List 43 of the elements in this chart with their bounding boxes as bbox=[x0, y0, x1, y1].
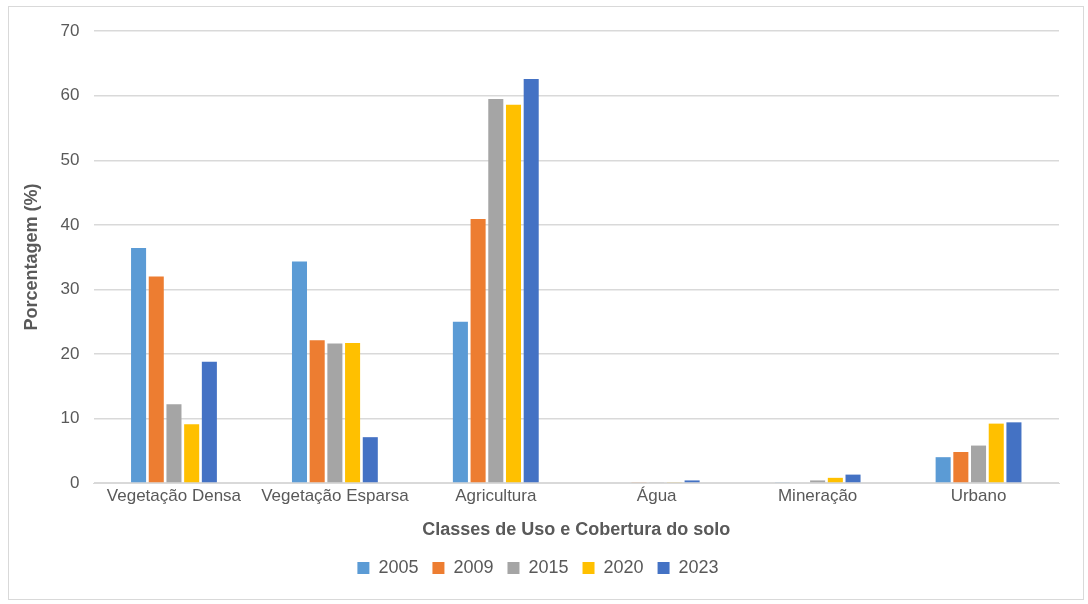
x-tick-label: Urbano bbox=[950, 485, 1007, 505]
bar bbox=[362, 437, 378, 483]
bar bbox=[131, 248, 147, 483]
bar bbox=[327, 343, 343, 483]
y-tick-label: 70 bbox=[60, 20, 80, 40]
bar bbox=[470, 219, 486, 483]
y-tick-label: 60 bbox=[60, 85, 80, 105]
bar bbox=[971, 445, 987, 483]
bar bbox=[988, 423, 1004, 483]
bar bbox=[309, 340, 325, 483]
legend-label: 2005 bbox=[378, 556, 419, 577]
bar bbox=[523, 78, 539, 483]
bar bbox=[845, 474, 861, 483]
legend-label: 2009 bbox=[453, 556, 494, 577]
y-tick-label: 20 bbox=[60, 343, 80, 363]
x-tick-label: Vegetação Esparsa bbox=[261, 485, 410, 505]
bar bbox=[291, 261, 307, 483]
bar bbox=[827, 477, 843, 483]
y-tick-label: 30 bbox=[60, 279, 80, 299]
bar bbox=[935, 457, 951, 483]
y-tick-label: 0 bbox=[70, 472, 80, 492]
bar bbox=[505, 104, 522, 483]
bar bbox=[953, 452, 969, 483]
legend-label: 2015 bbox=[528, 556, 569, 577]
bar bbox=[201, 361, 217, 483]
bar bbox=[166, 404, 182, 483]
bar bbox=[1006, 422, 1022, 483]
y-tick-label: 50 bbox=[60, 149, 80, 169]
bar bbox=[184, 424, 200, 483]
y-tick-label: 40 bbox=[60, 214, 80, 234]
legend-label: 2023 bbox=[678, 556, 719, 577]
bar bbox=[148, 276, 164, 483]
x-tick-label: Vegetação Densa bbox=[106, 485, 242, 505]
legend-label: 2020 bbox=[603, 556, 644, 577]
x-tick-label: Agricultura bbox=[455, 485, 537, 505]
bar bbox=[488, 98, 504, 483]
bar bbox=[452, 321, 468, 483]
y-axis-title: Porcentagem (%) bbox=[20, 183, 41, 331]
bar bbox=[345, 342, 361, 483]
x-tick-label: Mineração bbox=[777, 485, 858, 505]
x-axis-title: Classes de Uso e Cobertura do solo bbox=[422, 519, 731, 540]
y-tick-label: 10 bbox=[60, 408, 80, 428]
x-tick-label: Água bbox=[636, 485, 678, 505]
